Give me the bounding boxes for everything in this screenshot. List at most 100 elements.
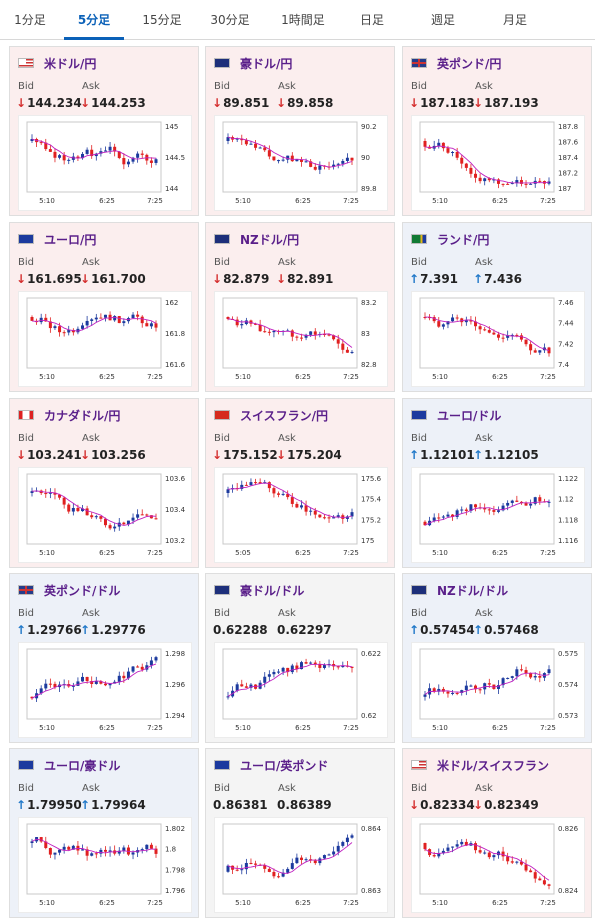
candle-body xyxy=(48,848,52,855)
rate-card[interactable]: ユーロ/ドル Bid Ask ↑1.12101 ↑1.12105 1.122 1.… xyxy=(402,398,592,568)
rate-card[interactable]: 豪ドル/ドル Bid Ask 0.62288 0.62297 0.622 0.62… xyxy=(205,573,395,743)
rate-card[interactable]: カナダドル/円 Bid Ask ↓103.241 ↓103.256 103.6 1… xyxy=(9,398,199,568)
candle-body xyxy=(332,164,336,167)
candle-body xyxy=(309,331,313,335)
mini-candle-chart[interactable]: 0.622 0.62 5:10 6:25 7:25 xyxy=(214,642,388,738)
currency-pair[interactable]: 豪ドル/円 xyxy=(240,56,293,71)
mini-candle-chart[interactable]: 0.826 0.824 5:10 6:25 7:25 xyxy=(411,817,585,913)
rate-card[interactable]: ユーロ/円 Bid Ask ↓161.695 ↓161.700 162 161.8… xyxy=(9,222,199,392)
mini-candle-chart[interactable]: 187.8 187.6 187.4 187.2 187 5:10 6:25 7:25 xyxy=(411,115,585,211)
tab-7[interactable]: 月足 xyxy=(502,13,527,27)
x-tick-label: 7:25 xyxy=(343,899,359,907)
bid-number: 0.82334 xyxy=(420,798,475,812)
tab-3[interactable]: 30分足 xyxy=(210,13,250,27)
rate-card[interactable]: スイスフラン/円 Bid Ask ↓175.152 ↓175.204 175.6… xyxy=(205,398,395,568)
tab-4[interactable]: 1時間足 xyxy=(281,13,325,27)
candle-chart-svg: 103.6 103.4 103.2 5:10 6:25 7:25 xyxy=(26,473,186,557)
direction-arrow-icon: ↓ xyxy=(80,272,91,286)
tab-2[interactable]: 15分足 xyxy=(142,13,182,27)
currency-pair[interactable]: ユーロ/豪ドル xyxy=(44,758,121,773)
rate-card[interactable]: ユーロ/英ポンド Bid Ask 0.86381 0.86389 0.864 0.… xyxy=(205,748,395,918)
x-tick-label: 6:25 xyxy=(295,899,311,907)
mini-candle-chart[interactable]: 0.575 0.574 0.573 5:10 6:25 7:25 xyxy=(411,642,585,738)
candle-body xyxy=(510,334,514,336)
mini-candle-chart[interactable]: 1.122 1.12 1.118 1.116 5:10 6:25 7:25 xyxy=(411,467,585,563)
tab-5[interactable]: 日足 xyxy=(359,13,384,27)
x-tick-label: 6:25 xyxy=(295,724,311,732)
candle-body xyxy=(39,837,43,842)
candle-body xyxy=(460,157,464,164)
candle-body xyxy=(90,515,94,518)
y-tick-label: 1.294 xyxy=(165,712,186,720)
candle-body xyxy=(286,493,290,498)
currency-pair[interactable]: NZドル/ドル xyxy=(437,583,509,598)
flag-icon xyxy=(18,410,34,420)
rate-card[interactable]: ランド/円 Bid Ask ↑7.391 ↑7.436 7.46 7.44 7.42… xyxy=(402,222,592,392)
direction-arrow-icon: ↓ xyxy=(80,96,91,110)
currency-pair[interactable]: 米ドル/スイスフラン xyxy=(437,758,550,773)
tab-6[interactable]: 週足 xyxy=(430,13,455,27)
candle-body xyxy=(529,183,533,185)
mini-candle-chart[interactable]: 83.2 83 82.8 5:10 6:25 7:25 xyxy=(214,291,388,387)
ask-number: 161.700 xyxy=(91,272,146,286)
candle-body xyxy=(345,516,349,519)
rate-card[interactable]: 米ドル/スイスフラン Bid Ask ↓0.82334 ↓0.82349 0.8… xyxy=(402,748,592,918)
candle-body xyxy=(336,339,340,344)
currency-pair[interactable]: カナダドル/円 xyxy=(44,408,121,423)
direction-arrow-icon: ↑ xyxy=(16,623,27,637)
rate-card[interactable]: NZドル/円 Bid Ask ↓82.879 ↓82.891 83.2 83 82.… xyxy=(205,222,395,392)
candle-body xyxy=(136,314,140,317)
currency-pair[interactable]: ユーロ/円 xyxy=(44,232,97,247)
currency-pair[interactable]: ユーロ/英ポンド xyxy=(240,758,329,773)
candle-body xyxy=(290,330,294,337)
direction-arrow-icon: ↓ xyxy=(276,96,287,110)
ask-number: 1.12105 xyxy=(484,448,539,462)
mini-candle-chart[interactable]: 175.6 175.4 175.2 175 5:05 6:25 7:25 xyxy=(214,467,388,563)
candle-body xyxy=(254,323,258,325)
tab-0[interactable]: 1分足 xyxy=(14,13,46,27)
candle-body xyxy=(350,157,354,161)
candle-body xyxy=(149,323,153,327)
y-tick-label: 7.46 xyxy=(558,299,574,307)
candle-body xyxy=(474,843,478,851)
currency-pair[interactable]: 豪ドル/ドル xyxy=(240,583,305,598)
candle-body xyxy=(277,493,281,495)
currency-pair[interactable]: NZドル/円 xyxy=(240,232,300,247)
candle-body xyxy=(44,841,48,849)
ask-value: ↓89.858 xyxy=(276,96,333,110)
rate-card[interactable]: 英ポンド/ドル Bid Ask ↑1.29766 ↑1.29776 1.298 1… xyxy=(9,573,199,743)
rate-card[interactable]: ユーロ/豪ドル Bid Ask ↑1.79950 ↑1.79964 1.802 1… xyxy=(9,748,199,918)
mini-candle-chart[interactable]: 145 144.5 144 5:10 6:25 7:25 xyxy=(18,115,192,211)
rate-card[interactable]: 米ドル/円 Bid Ask ↓144.234 ↓144.253 145 144.5… xyxy=(9,46,199,216)
currency-pair[interactable]: 英ポンド/ドル xyxy=(44,583,121,598)
currency-pair[interactable]: 英ポンド/円 xyxy=(437,56,502,71)
currency-pair[interactable]: スイスフラン/円 xyxy=(240,408,329,423)
mini-candle-chart[interactable]: 90.2 90 89.8 5:10 6:25 7:25 xyxy=(214,115,388,211)
ask-label: Ask xyxy=(82,608,100,619)
rate-card[interactable]: NZドル/ドル Bid Ask ↑0.57454 ↑0.57468 0.575 0… xyxy=(402,573,592,743)
tab-1[interactable]: 5分足 xyxy=(60,0,128,40)
bid-value: ↓187.183 xyxy=(409,96,475,110)
mini-candle-chart[interactable]: 7.46 7.44 7.42 7.4 5:10 6:25 7:25 xyxy=(411,291,585,387)
y-tick-label: 175.6 xyxy=(361,475,382,483)
candle-body xyxy=(249,482,253,486)
candle-body xyxy=(122,321,126,324)
direction-arrow-icon: ↓ xyxy=(212,272,223,286)
candle-body xyxy=(85,320,89,326)
rate-card[interactable]: 英ポンド/円 Bid Ask ↓187.183 ↓187.193 187.8 18… xyxy=(402,46,592,216)
currency-pair[interactable]: ランド/円 xyxy=(437,232,490,247)
currency-pair[interactable]: ユーロ/ドル xyxy=(437,408,502,423)
mini-candle-chart[interactable]: 103.6 103.4 103.2 5:10 6:25 7:25 xyxy=(18,467,192,563)
candle-body xyxy=(122,158,126,165)
candle-body xyxy=(313,860,317,864)
y-tick-label: 144.5 xyxy=(165,154,185,162)
mini-candle-chart[interactable]: 1.802 1.8 1.798 1.796 5:10 6:25 7:25 xyxy=(18,817,192,913)
mini-candle-chart[interactable]: 0.864 0.863 5:10 6:25 7:25 xyxy=(214,817,388,913)
currency-pair[interactable]: 米ドル/円 xyxy=(44,56,97,71)
candle-body xyxy=(235,319,239,326)
y-tick-label: 90.2 xyxy=(361,123,377,131)
mini-candle-chart[interactable]: 162 161.8 161.6 5:10 6:25 7:25 xyxy=(18,291,192,387)
mini-candle-chart[interactable]: 1.298 1.296 1.294 5:10 6:25 7:25 xyxy=(18,642,192,738)
candle-body xyxy=(341,842,345,846)
rate-card[interactable]: 豪ドル/円 Bid Ask ↓89.851 ↓89.858 90.2 90 89.8… xyxy=(205,46,395,216)
